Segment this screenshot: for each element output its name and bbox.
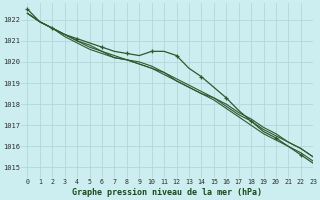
X-axis label: Graphe pression niveau de la mer (hPa): Graphe pression niveau de la mer (hPa)	[72, 188, 262, 197]
